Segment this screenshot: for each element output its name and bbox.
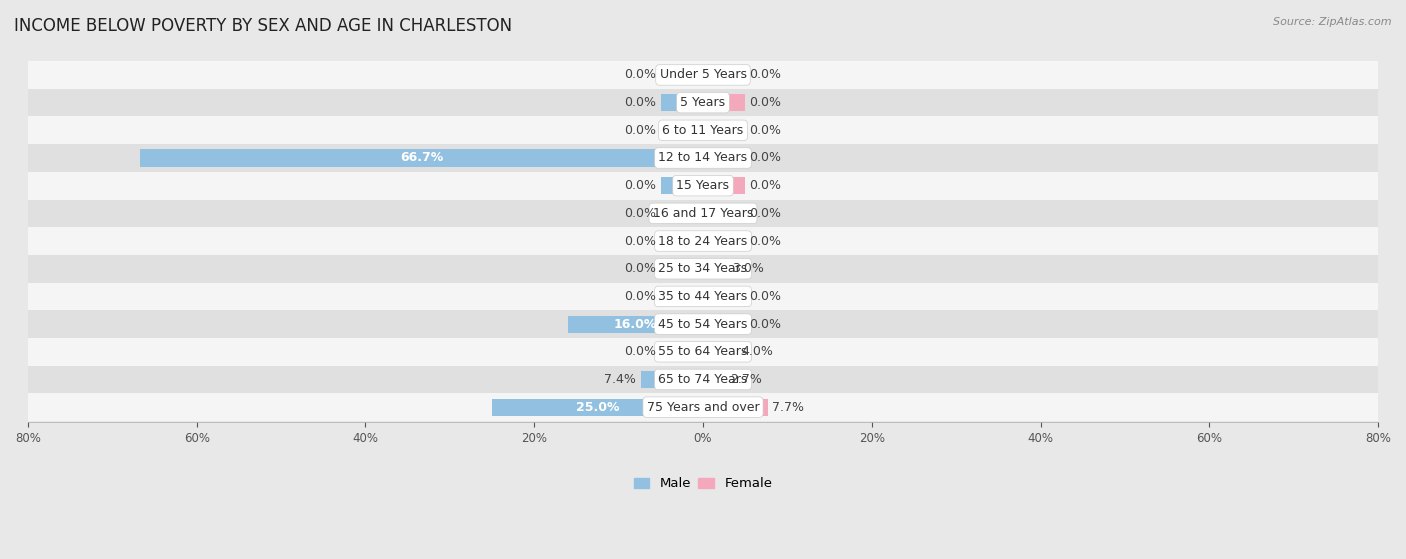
Bar: [661, 67, 703, 83]
Text: 18 to 24 Years: 18 to 24 Years: [658, 235, 748, 248]
Text: 0.0%: 0.0%: [624, 235, 657, 248]
Text: 0.0%: 0.0%: [624, 179, 657, 192]
FancyBboxPatch shape: [28, 394, 1378, 421]
Bar: [141, 149, 703, 167]
Bar: [661, 205, 703, 222]
FancyBboxPatch shape: [28, 116, 1378, 144]
Text: 12 to 14 Years: 12 to 14 Years: [658, 151, 748, 164]
FancyBboxPatch shape: [28, 310, 1378, 338]
Text: 0.0%: 0.0%: [624, 124, 657, 137]
Bar: [661, 122, 703, 139]
Text: 2.7%: 2.7%: [730, 373, 762, 386]
FancyBboxPatch shape: [28, 227, 1378, 255]
Text: 25 to 34 Years: 25 to 34 Years: [658, 262, 748, 275]
Bar: [568, 315, 703, 333]
Text: 0.0%: 0.0%: [749, 318, 782, 330]
Text: 0.0%: 0.0%: [624, 345, 657, 358]
Bar: [703, 94, 745, 111]
Text: 45 to 54 Years: 45 to 54 Years: [658, 318, 748, 330]
Text: 4.0%: 4.0%: [741, 345, 773, 358]
Text: 3.0%: 3.0%: [733, 262, 765, 275]
Bar: [703, 177, 745, 195]
Text: 0.0%: 0.0%: [624, 262, 657, 275]
FancyBboxPatch shape: [28, 172, 1378, 200]
Text: INCOME BELOW POVERTY BY SEX AND AGE IN CHARLESTON: INCOME BELOW POVERTY BY SEX AND AGE IN C…: [14, 17, 512, 35]
Text: 25.0%: 25.0%: [576, 401, 619, 414]
Text: 16.0%: 16.0%: [614, 318, 657, 330]
Bar: [703, 288, 745, 305]
FancyBboxPatch shape: [28, 61, 1378, 89]
Text: 7.7%: 7.7%: [772, 401, 804, 414]
Bar: [492, 399, 703, 416]
Text: 0.0%: 0.0%: [624, 290, 657, 303]
Text: Under 5 Years: Under 5 Years: [659, 68, 747, 82]
Text: 0.0%: 0.0%: [749, 290, 782, 303]
Text: 0.0%: 0.0%: [749, 96, 782, 109]
Text: 16 and 17 Years: 16 and 17 Years: [652, 207, 754, 220]
Bar: [641, 371, 703, 388]
Bar: [703, 260, 728, 277]
Bar: [661, 288, 703, 305]
FancyBboxPatch shape: [28, 366, 1378, 394]
Bar: [661, 94, 703, 111]
Text: 0.0%: 0.0%: [749, 235, 782, 248]
Text: 55 to 64 Years: 55 to 64 Years: [658, 345, 748, 358]
FancyBboxPatch shape: [28, 255, 1378, 282]
FancyBboxPatch shape: [28, 338, 1378, 366]
Text: 0.0%: 0.0%: [749, 68, 782, 82]
Text: 15 Years: 15 Years: [676, 179, 730, 192]
Text: 0.0%: 0.0%: [749, 207, 782, 220]
Bar: [661, 233, 703, 250]
Text: 0.0%: 0.0%: [624, 68, 657, 82]
Bar: [703, 399, 768, 416]
FancyBboxPatch shape: [28, 144, 1378, 172]
Bar: [703, 233, 745, 250]
Text: 66.7%: 66.7%: [399, 151, 443, 164]
Bar: [661, 343, 703, 361]
Text: 65 to 74 Years: 65 to 74 Years: [658, 373, 748, 386]
Text: 6 to 11 Years: 6 to 11 Years: [662, 124, 744, 137]
Text: 0.0%: 0.0%: [749, 124, 782, 137]
Legend: Male, Female: Male, Female: [628, 472, 778, 495]
Bar: [703, 149, 745, 167]
Bar: [703, 343, 737, 361]
Bar: [661, 260, 703, 277]
Bar: [703, 315, 745, 333]
Bar: [703, 122, 745, 139]
Text: 7.4%: 7.4%: [605, 373, 637, 386]
Text: 0.0%: 0.0%: [749, 179, 782, 192]
FancyBboxPatch shape: [28, 282, 1378, 310]
Bar: [661, 177, 703, 195]
Text: Source: ZipAtlas.com: Source: ZipAtlas.com: [1274, 17, 1392, 27]
Text: 35 to 44 Years: 35 to 44 Years: [658, 290, 748, 303]
FancyBboxPatch shape: [28, 200, 1378, 227]
Text: 75 Years and over: 75 Years and over: [647, 401, 759, 414]
Bar: [703, 205, 745, 222]
Text: 0.0%: 0.0%: [624, 207, 657, 220]
FancyBboxPatch shape: [28, 89, 1378, 116]
Bar: [703, 371, 725, 388]
Text: 0.0%: 0.0%: [749, 151, 782, 164]
Text: 5 Years: 5 Years: [681, 96, 725, 109]
Text: 0.0%: 0.0%: [624, 96, 657, 109]
Bar: [703, 67, 745, 83]
